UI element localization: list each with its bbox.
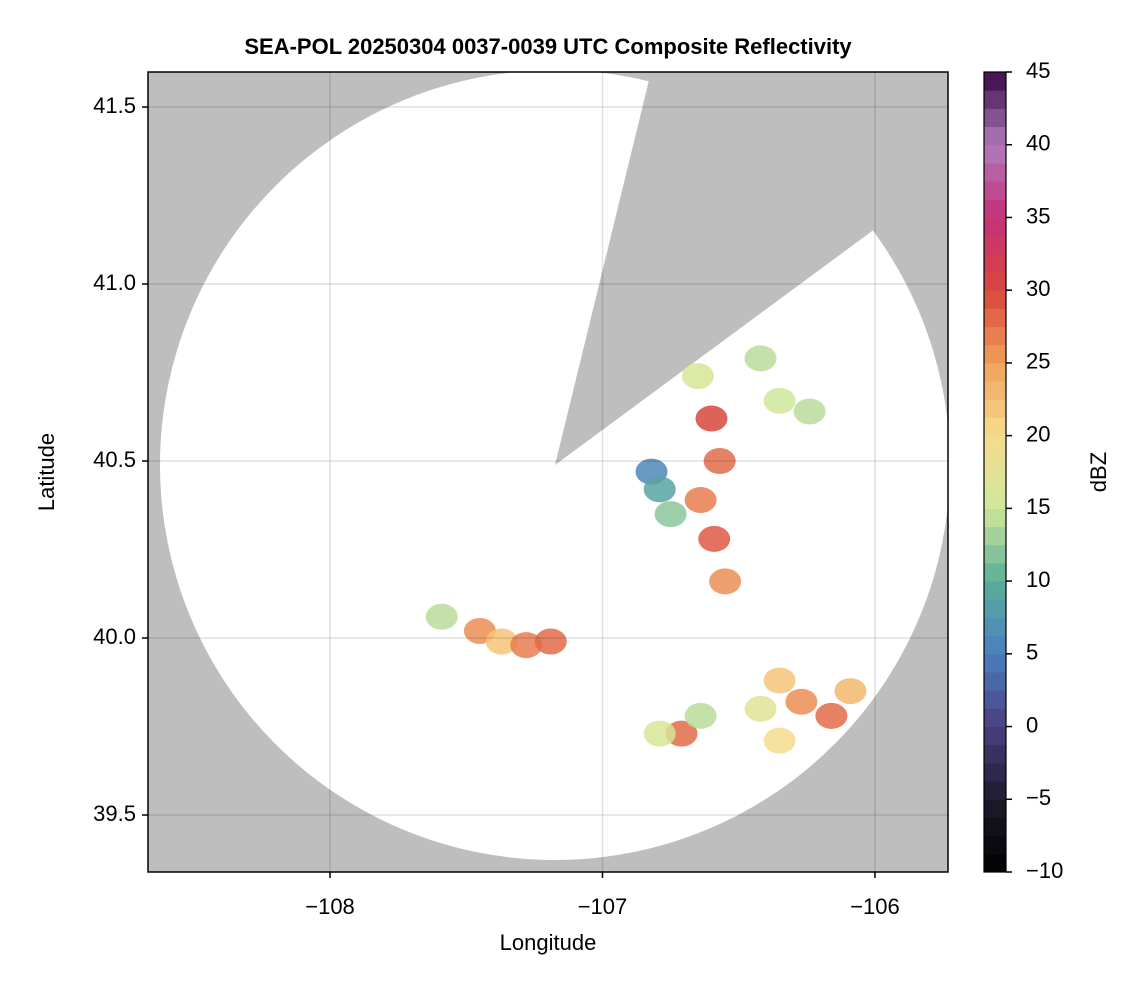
echo-cell bbox=[744, 695, 777, 722]
colorbar-band bbox=[984, 381, 1006, 400]
colorbar-band bbox=[984, 108, 1006, 128]
colorbar-tick-label: 15 bbox=[1026, 494, 1050, 519]
colorbar-band bbox=[984, 672, 1006, 691]
echo-layer bbox=[425, 345, 867, 754]
echo-cell bbox=[744, 345, 777, 372]
colorbar: −10 −5 0 5 10 15 20 25 30 35 40 45 bbox=[983, 58, 1063, 883]
echo-cell bbox=[534, 628, 567, 655]
colorbar-band bbox=[984, 272, 1006, 291]
colorbar-band bbox=[984, 308, 1006, 328]
colorbar-tick-label: 35 bbox=[1026, 203, 1050, 228]
colorbar-tick-label: 30 bbox=[1026, 276, 1050, 301]
colorbar-band bbox=[984, 362, 1006, 382]
colorbar-band bbox=[984, 181, 1006, 200]
colorbar-band bbox=[984, 435, 1006, 455]
echo-cell bbox=[834, 678, 867, 705]
echo-cell bbox=[709, 568, 742, 595]
colorbar-band bbox=[984, 817, 1006, 837]
colorbar-band bbox=[984, 744, 1006, 764]
colorbar-band bbox=[984, 508, 1006, 528]
echo-cell bbox=[763, 727, 796, 754]
colorbar-tick-label: 10 bbox=[1026, 567, 1050, 592]
x-axis-label: Longitude bbox=[500, 930, 597, 955]
colorbar-band bbox=[984, 526, 1006, 546]
colorbar-band bbox=[984, 781, 1006, 800]
echo-cell bbox=[684, 486, 717, 513]
colorbar-band bbox=[984, 399, 1006, 418]
echo-cell bbox=[654, 501, 687, 528]
colorbar-band bbox=[984, 235, 1006, 255]
echo-cell bbox=[703, 448, 736, 475]
colorbar-band bbox=[984, 144, 1006, 164]
colorbar-band bbox=[984, 762, 1006, 782]
y-tick-label: 40.0 bbox=[93, 624, 136, 649]
colorbar-tick-label: 40 bbox=[1026, 131, 1050, 156]
colorbar-band bbox=[984, 653, 1006, 673]
colorbar-tick-label: −10 bbox=[1026, 858, 1063, 883]
plot-frame bbox=[147, 71, 949, 873]
colorbar-band bbox=[984, 708, 1006, 728]
colorbar-band bbox=[984, 290, 1006, 309]
colorbar-tick-label: 25 bbox=[1026, 349, 1050, 374]
colorbar-band bbox=[984, 562, 1006, 582]
y-axis-label: Latitude bbox=[34, 433, 59, 511]
colorbar-band bbox=[984, 417, 1006, 437]
echo-cell bbox=[643, 720, 676, 747]
colorbar-tick-label: −5 bbox=[1026, 785, 1051, 810]
colorbar-band bbox=[984, 217, 1006, 237]
echo-cell bbox=[681, 363, 714, 390]
colorbar-band bbox=[984, 344, 1006, 364]
echo-cell bbox=[793, 398, 826, 425]
x-tick-label: −106 bbox=[850, 894, 900, 919]
y-tick-label: 39.5 bbox=[93, 801, 136, 826]
colorbar-band bbox=[984, 690, 1006, 709]
colorbar-band bbox=[984, 126, 1006, 146]
colorbar-tick-label: 5 bbox=[1026, 640, 1038, 665]
chart-title: SEA-POL 20250304 0037-0039 UTC Composite… bbox=[244, 34, 852, 59]
echo-cell bbox=[684, 702, 717, 729]
colorbar-label: dBZ bbox=[1086, 452, 1111, 492]
echo-cell bbox=[643, 476, 676, 503]
colorbar-band bbox=[984, 581, 1006, 600]
echo-cell bbox=[815, 702, 848, 729]
colorbar-band bbox=[984, 726, 1006, 746]
colorbar-band bbox=[984, 544, 1006, 564]
echo-cell bbox=[695, 405, 728, 432]
map-background bbox=[148, 72, 948, 872]
colorbar-band bbox=[984, 490, 1006, 509]
echo-cell bbox=[763, 667, 796, 694]
colorbar-band bbox=[984, 90, 1006, 109]
colorbar-tick-label: 0 bbox=[1026, 712, 1038, 737]
echo-cell bbox=[785, 688, 818, 715]
colorbar-band bbox=[984, 199, 1006, 218]
colorbar-band bbox=[984, 253, 1006, 273]
colorbar-band bbox=[984, 472, 1006, 491]
colorbar-band bbox=[984, 599, 1006, 618]
colorbar-tick-label: 20 bbox=[1026, 421, 1050, 446]
colorbar-band bbox=[984, 617, 1006, 637]
y-tick-label: 41.5 bbox=[93, 93, 136, 118]
echo-cell bbox=[763, 387, 796, 414]
grid bbox=[148, 72, 948, 872]
colorbar-band bbox=[984, 853, 1006, 873]
y-tick-label: 41.0 bbox=[93, 270, 136, 295]
echo-cell bbox=[425, 603, 458, 630]
x-tick-label: −108 bbox=[305, 894, 355, 919]
echo-cell bbox=[510, 632, 543, 659]
colorbar-band bbox=[984, 835, 1006, 855]
y-tick-label: 40.5 bbox=[93, 447, 136, 472]
blocked-sector bbox=[555, 72, 948, 465]
colorbar-tick-label: 45 bbox=[1026, 58, 1050, 83]
colorbar-band bbox=[984, 326, 1006, 346]
colorbar-band bbox=[984, 453, 1006, 473]
colorbar-frame bbox=[983, 71, 1007, 873]
colorbar-band bbox=[984, 799, 1006, 818]
colorbar-band bbox=[984, 635, 1006, 655]
colorbar-band bbox=[984, 72, 1006, 91]
echo-cell bbox=[485, 628, 518, 655]
x-tick-label: −107 bbox=[578, 894, 628, 919]
echo-cell bbox=[698, 525, 731, 552]
colorbar-band bbox=[984, 162, 1006, 182]
